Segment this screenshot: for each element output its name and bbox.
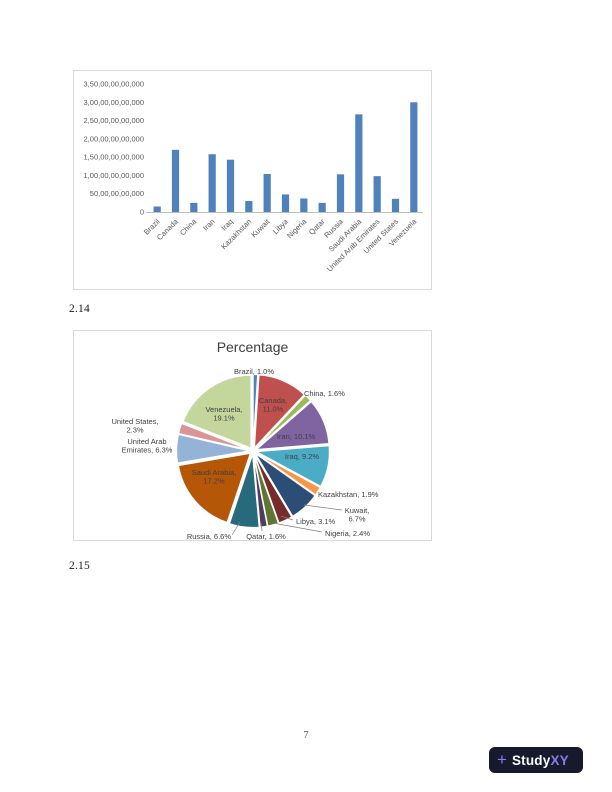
- brand-name: StudyXY: [512, 753, 569, 768]
- pie-chart-frame: Percentage Brazil, 1.0% Canada, 11.0% China…: [73, 330, 432, 541]
- y-axis-tick-label: 0: [140, 208, 144, 217]
- bar-Iraq: [226, 159, 235, 212]
- bar-Russia: [336, 174, 345, 212]
- bar-Libya: [281, 194, 290, 212]
- bar-Kazakhstan: [245, 201, 253, 212]
- leader-line-Kuwait: [303, 504, 343, 511]
- bar-Venezuela: [410, 102, 418, 212]
- pie-label-Nigeria: Nigeria, 2.4%: [325, 529, 370, 538]
- pie-label-Venezuela: Venezuela, 19.1%: [205, 405, 242, 423]
- brand-name-primary: Study: [511, 752, 551, 768]
- bar-Brazil: [153, 206, 161, 212]
- bar-China: [190, 202, 198, 212]
- leader-line-Nigeria: [272, 522, 323, 533]
- pie-label-United Arab Emirates: United Arab Emirates, 6.3%: [122, 437, 173, 455]
- bar-chart-frame: 0 50,00,00,00,000 1,00,00,00,00,000 1,50,00…: [73, 70, 432, 290]
- bar-Kuwait: [263, 173, 271, 212]
- pie-label-Libya: Libya, 3.1%: [296, 517, 336, 526]
- x-axis-category-label: China: [178, 216, 199, 237]
- bar-Iran: [208, 154, 216, 212]
- y-axis-tick-label: 2,00,00,00,00,000: [84, 134, 144, 143]
- pie-slice-Kuwait: [254, 453, 316, 518]
- bar-Qatar: [318, 202, 326, 212]
- pie-label-Brazil: Brazil, 1.0%: [234, 367, 274, 376]
- leader-line-Qatar: [260, 522, 263, 532]
- pie-slice-Kazakhstan: [255, 452, 322, 496]
- pie-slice-Iran: [254, 400, 330, 451]
- bar-United States: [391, 198, 400, 212]
- bar-United Arab Emirates: [373, 176, 381, 212]
- pie-slice-Russia: [228, 454, 260, 529]
- pie-label-China: China, 1.6%: [304, 389, 345, 398]
- y-axis-tick-label: 1,50,00,00,00,000: [84, 153, 144, 162]
- leader-line-Libya: [280, 515, 294, 521]
- pie-label-Iraq: Iraq, 9.2%: [285, 452, 320, 461]
- figure-label-2-15: 2.15: [69, 560, 90, 572]
- pie-slice-China: [255, 394, 312, 450]
- bar-Canada: [171, 149, 180, 212]
- x-axis-category-label: Iran: [201, 217, 217, 233]
- pie-label-Qatar: Qatar, 1.6%: [246, 532, 286, 540]
- pie-chart: Brazil, 1.0% Canada, 11.0% China, 1.6% Iran,…: [111, 367, 379, 540]
- pie-slice-Iraq: [254, 445, 331, 488]
- pie-label-Kuwait: Kuwait, 6.7%: [345, 506, 370, 524]
- figure-label-2-14: 2.14: [69, 303, 90, 315]
- brand-name-accent: XY: [550, 752, 569, 768]
- bar-chart: 0 50,00,00,00,000 1,00,00,00,00,000 1,50,00…: [84, 80, 423, 274]
- pie-slice-United States: [177, 422, 250, 451]
- y-axis-tick-label: 3,00,00,00,00,000: [84, 98, 144, 107]
- pie-slice-Saudi Arabia: [177, 452, 252, 524]
- pie-slice-Brazil: [252, 373, 259, 448]
- x-axis-category-label: Nigeria: [285, 216, 309, 240]
- pie-slice-Libya: [253, 453, 293, 524]
- pie-slice-Canada: [253, 374, 306, 450]
- studyxy-logo: + StudyXY: [489, 747, 583, 773]
- pie-label-Saudi Arabia: Saudi Arabia, 17.2%: [192, 468, 237, 486]
- x-axis-category-label: Canada: [155, 216, 181, 242]
- plus-icon: +: [497, 749, 507, 769]
- pie-label-United States: United States, 2.3%: [111, 417, 158, 435]
- page-number: 7: [303, 730, 309, 741]
- y-axis-tick-label: 3,50,00,00,00,000: [84, 80, 144, 89]
- y-axis-tick-label: 50,00,00,00,000: [90, 189, 144, 198]
- pie-label-Canada: Canada, 11.0%: [259, 396, 287, 414]
- x-axis-category-label: Kuwait: [249, 216, 272, 239]
- pie-label-Kazakhstan: Kazakhstan, 1.9%: [318, 490, 379, 499]
- pie-chart-title: Percentage: [216, 339, 289, 355]
- pie-slice-Qatar: [252, 454, 269, 528]
- pie-label-Russia: Russia, 6.6%: [187, 532, 232, 540]
- bar-Saudi Arabia: [355, 114, 363, 212]
- pie-slice-Venezuela: [182, 374, 252, 449]
- bar-Nigeria: [300, 198, 308, 212]
- leader-line-Russia: [231, 521, 241, 536]
- y-axis-tick-label: 2,50,00,00,00,000: [84, 116, 144, 125]
- y-axis-tick-label: 1,00,00,00,00,000: [84, 171, 144, 180]
- pie-label-Iran: Iran, 10.1%: [277, 432, 316, 441]
- pie-slice-United Arab Emirates: [175, 433, 250, 464]
